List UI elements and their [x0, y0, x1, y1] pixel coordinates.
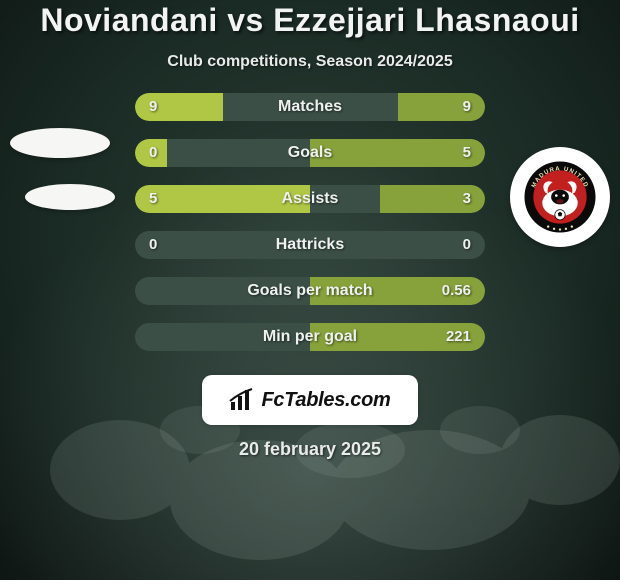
- stat-value-right: 5: [463, 139, 471, 167]
- stat-row: Assists5 3: [135, 185, 485, 213]
- stat-label: Goals per match: [135, 277, 485, 305]
- stat-value-left: 0: [149, 231, 157, 259]
- stat-row: Goals0 5: [135, 139, 485, 167]
- brand-text: FcTables.com: [261, 389, 390, 412]
- stat-value-right: 221: [446, 323, 471, 351]
- stat-value-right: 9: [463, 93, 471, 121]
- left-player-ellipse-2: [25, 184, 115, 210]
- date-text: 20 february 2025: [239, 439, 381, 460]
- brand-pill: FcTables.com: [202, 375, 418, 425]
- comparison-arena: MADURA UNITED: [0, 93, 620, 369]
- stat-value-right: 0: [463, 231, 471, 259]
- stat-rows: Matches99Goals05Assists53Hattricks00Goal…: [135, 93, 485, 351]
- stat-value-left: 5: [149, 185, 157, 213]
- stat-value-right: 0.56: [442, 277, 471, 305]
- stat-label: Goals: [135, 139, 485, 167]
- stat-row: Matches9 9: [135, 93, 485, 121]
- stat-row: Goals per match0.56: [135, 277, 485, 305]
- stat-value-left: 0: [149, 139, 157, 167]
- madura-crest-icon: MADURA UNITED: [523, 160, 597, 234]
- subtitle: Club competitions, Season 2024/2025: [167, 53, 452, 71]
- stat-label: Hattricks: [135, 231, 485, 259]
- bars-icon: [229, 388, 255, 412]
- right-club-badge: MADURA UNITED: [510, 147, 610, 247]
- left-player-badge-2: [20, 147, 120, 247]
- stat-label: Assists: [135, 185, 485, 213]
- stat-row: Hattricks0 0: [135, 231, 485, 259]
- stat-value-right: 3: [463, 185, 471, 213]
- stat-row: Min per goal221: [135, 323, 485, 351]
- stat-label: Min per goal: [135, 323, 485, 351]
- stat-label: Matches: [135, 93, 485, 121]
- stat-value-left: 9: [149, 93, 157, 121]
- page-title: Noviandani vs Ezzejjari Lhasnaoui: [40, 2, 579, 39]
